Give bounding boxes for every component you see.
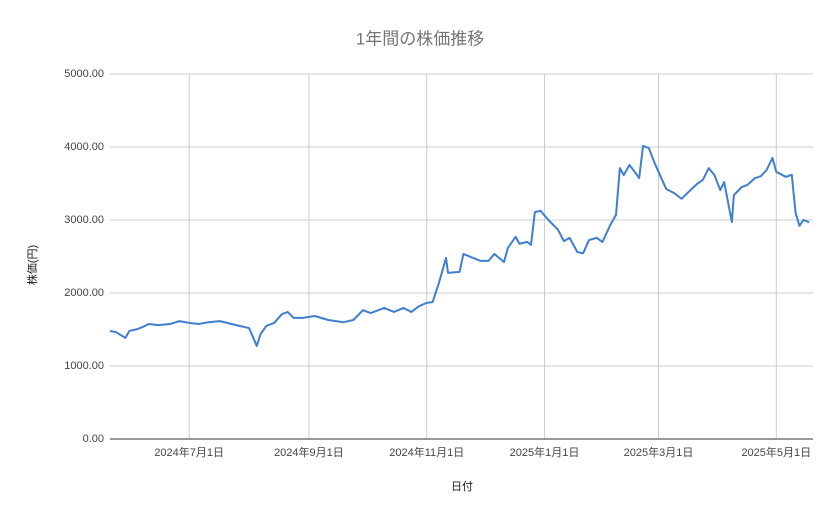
chart-title: 1年間の株価推移 [356,29,484,48]
x-tick-label: 2025年3月1日 [624,445,694,459]
y-tick-label: 0.00 [83,433,104,445]
x-tick-label: 2024年7月1日 [154,445,224,459]
x-tick-label: 2024年11月1日 [389,445,464,459]
price-line [109,144,810,347]
x-tick-label: 2025年5月1日 [741,445,811,459]
y-tick-label: 3000.00 [64,214,104,226]
x-tick-label: 2025年1月1日 [510,445,580,459]
y-tick-label: 4000.00 [64,141,104,153]
y-axis-title: 株価(円) [25,245,39,285]
y-tick-label: 5000.00 [64,68,104,80]
y-tick-label: 2000.00 [64,287,104,299]
y-tick-label: 1000.00 [64,360,104,372]
x-axis-title: 日付 [451,480,473,493]
x-tick-label: 2024年9月1日 [274,445,344,459]
